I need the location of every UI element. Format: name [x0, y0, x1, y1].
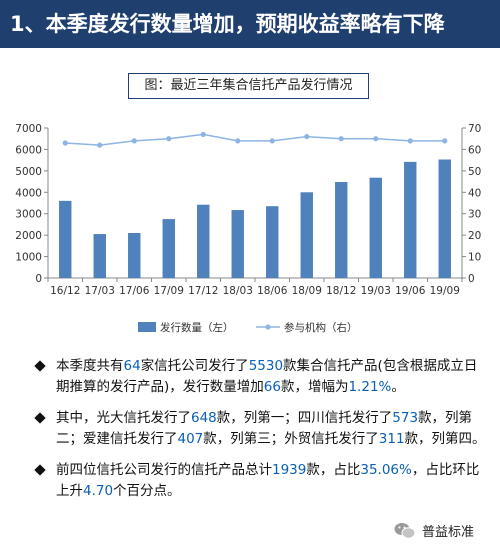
line-point	[200, 131, 206, 138]
right-tick-label: 50	[468, 166, 481, 178]
line-point	[131, 138, 137, 144]
bullet-text: 本季度共有64家信托公司发行了5530款集合信托产品(包含根据成立日期推算的发行…	[56, 358, 478, 395]
series-line	[65, 133, 445, 146]
x-tick-label: 18/03	[223, 285, 253, 297]
right-tick-label: 10	[468, 252, 481, 264]
left-tick-label: 2000	[15, 230, 42, 242]
page-title: 1、本季度发行数量增加，预期收益率略有下降	[10, 12, 445, 36]
line-point	[373, 136, 379, 142]
wechat-icon	[394, 522, 416, 539]
line-point	[235, 138, 241, 144]
line-point	[166, 136, 172, 142]
left-tick-label: 0	[35, 273, 42, 285]
left-tick-label: 3000	[15, 209, 42, 221]
bar	[197, 204, 210, 278]
bar	[162, 219, 175, 278]
line-point	[97, 142, 103, 148]
line-point	[442, 138, 448, 144]
x-tick-label: 17/03	[85, 285, 115, 297]
bar	[300, 192, 313, 278]
legend-label: 参与机构（右）	[284, 321, 358, 334]
right-tick-label: 20	[468, 230, 481, 242]
right-tick-label: 70	[468, 123, 481, 135]
diamond-bullet-icon	[34, 464, 46, 476]
x-tick-label: 18/06	[257, 285, 288, 297]
bar	[404, 161, 417, 278]
x-tick-label: 18/09	[292, 285, 322, 297]
x-tick-label: 19/03	[361, 285, 391, 297]
line-point	[338, 136, 344, 142]
diamond-bullet-icon	[34, 412, 46, 424]
diamond-bullet-icon	[34, 360, 46, 372]
right-tick-label: 40	[468, 187, 481, 199]
bar	[369, 177, 382, 278]
issuance-chart: 0 1000 2000 3000 4000 5000 6000 7000 0 10 20 30 40 50…	[15, 123, 481, 334]
right-tick-label: 30	[468, 209, 481, 221]
watermark-text: 普益标准	[421, 525, 474, 540]
bar	[266, 206, 279, 278]
line-point	[62, 140, 68, 146]
bullet-item-3: 前四位信托公司发行的信托产品总计1939款，占比35.06%，占比环比上升4.7…	[34, 460, 488, 502]
x-tick-label: 19/06	[395, 285, 426, 297]
left-tick-label: 7000	[15, 123, 42, 135]
right-tick-label: 60	[468, 144, 481, 156]
x-tick-label: 19/09	[430, 285, 460, 297]
bar	[128, 233, 141, 278]
left-tick-label: 4000	[15, 187, 42, 199]
x-tick-label: 17/06	[119, 285, 150, 297]
left-tick-label: 6000	[15, 144, 42, 156]
x-tick-label: 17/12	[188, 285, 218, 297]
line-point	[269, 138, 275, 144]
chart-title: 图：最近三年集合信托产品发行情况	[128, 73, 369, 99]
x-tick-label: 17/09	[154, 285, 184, 297]
line-point	[407, 138, 413, 144]
bullet-item-2: 其中，光大信托发行了648款，列第一；四川信托发行了573款，列第二；爱建信托发…	[34, 408, 488, 450]
page-header: 1、本季度发行数量增加，预期收益率略有下降	[0, 0, 500, 48]
legend-swatch-bar	[138, 322, 156, 332]
bar	[231, 210, 244, 278]
watermark: 普益标准	[394, 521, 474, 540]
bar	[335, 182, 348, 278]
legend-label: 发行数量（左）	[160, 321, 234, 334]
x-tick-label: 18/12	[326, 285, 356, 297]
legend-swatch-point	[265, 324, 271, 330]
bullet-text: 其中，光大信托发行了648款，列第一；四川信托发行了573款，列第二；爱建信托发…	[56, 410, 486, 447]
x-tick-label: 16/12	[50, 285, 80, 297]
bar	[93, 234, 106, 278]
bar	[438, 159, 451, 278]
left-tick-label: 1000	[15, 252, 42, 264]
bullet-text: 前四位信托公司发行的信托产品总计1939款，占比35.06%，占比环比上升4.7…	[56, 462, 480, 499]
bullet-item-1: 本季度共有64家信托公司发行了5530款集合信托产品(包含根据成立日期推算的发行…	[34, 356, 488, 398]
bullet-list: 本季度共有64家信托公司发行了5530款集合信托产品(包含根据成立日期推算的发行…	[34, 356, 488, 512]
left-tick-label: 5000	[15, 166, 42, 178]
bar	[59, 200, 72, 278]
right-tick-label: 0	[468, 273, 475, 285]
line-point	[304, 133, 310, 140]
